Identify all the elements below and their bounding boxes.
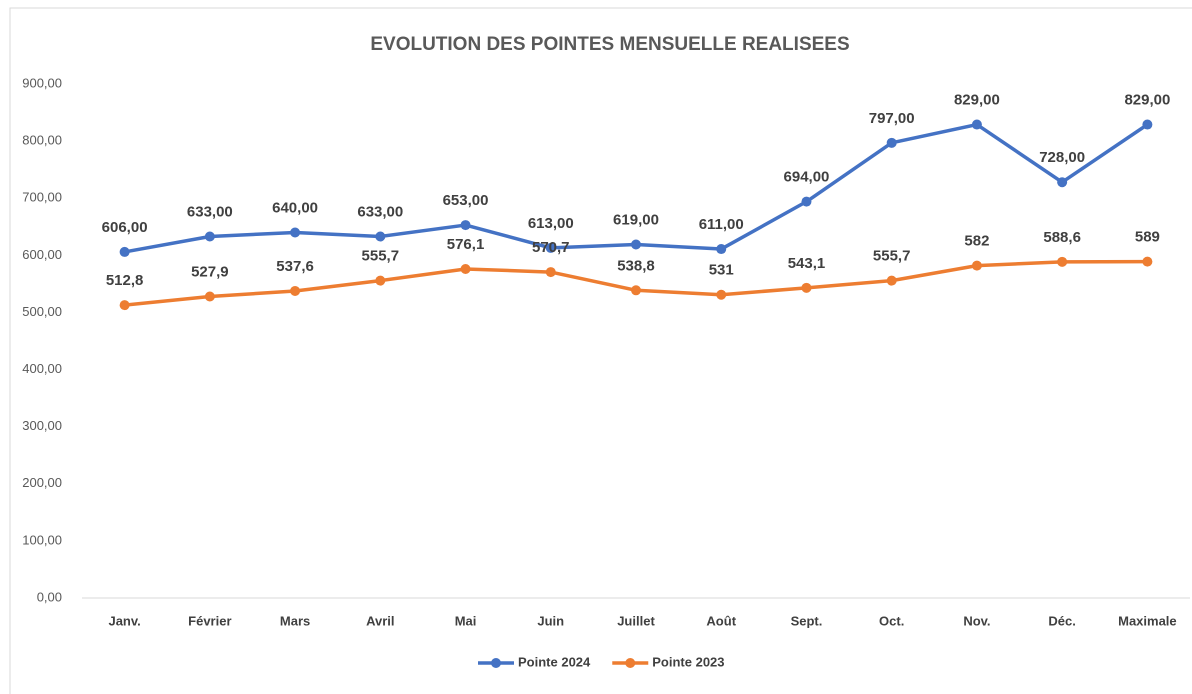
point [545,242,556,253]
data-label: 537,6 [276,258,314,275]
legend-label: Pointe 2023 [652,654,724,669]
y-tick-label: 400,00 [22,361,62,376]
data-label: 633,00 [357,203,403,220]
x-tick-label: Mai [455,613,477,628]
legend-marker [625,658,636,668]
data-label: 589 [1135,229,1160,246]
data-label: 653,00 [443,192,489,209]
data-label: 728,00 [1039,149,1085,166]
point [1057,177,1068,188]
data-label: 570,7 [532,239,570,256]
point [290,227,301,238]
data-label: 538,8 [617,257,655,274]
data-label: 543,1 [788,255,826,272]
y-tick-label: 800,00 [22,133,62,148]
data-label: 531 [709,262,734,279]
y-tick-label: 100,00 [22,532,62,547]
data-label: 829,00 [1124,92,1170,109]
y-tick-label: 600,00 [22,247,62,262]
x-tick-label: Nov. [963,613,990,628]
x-tick-label: Août [706,613,736,628]
point [375,275,386,286]
point [1142,256,1153,267]
y-tick-label: 0,00 [37,589,62,604]
data-label: 694,00 [784,169,830,186]
data-label: 619,00 [613,211,659,228]
x-tick-label: Juin [537,613,564,628]
point [1142,119,1153,130]
point [801,282,812,293]
point [204,291,215,302]
y-tick-label: 200,00 [22,475,62,490]
data-label: 611,00 [699,216,744,233]
point [375,231,386,242]
point [119,246,130,257]
legend-label: Pointe 2024 [518,654,591,669]
point [290,285,301,296]
x-tick-label: Janv. [108,613,140,628]
point [971,119,982,130]
point [460,263,471,274]
point [631,239,641,250]
x-tick-label: Maximale [1118,613,1177,628]
point [716,289,727,300]
data-label: 829,00 [954,92,1000,109]
data-label: 555,7 [362,248,400,265]
point [631,285,641,296]
data-label: 797,00 [869,110,915,127]
y-tick-label: 500,00 [22,304,62,319]
point [716,244,727,255]
point [886,137,897,148]
data-label: 633,00 [187,203,233,220]
x-tick-label: Déc. [1048,613,1075,628]
x-tick-label: Sept. [791,613,823,628]
point [801,196,812,207]
point [545,267,556,278]
data-label: 606,00 [102,219,148,236]
x-tick-label: Février [188,613,231,628]
point [204,231,215,242]
data-label: 613,00 [528,215,574,232]
data-label: 512,8 [106,272,144,289]
y-tick-label: 900,00 [22,75,62,90]
point [119,300,130,311]
data-label: 588,6 [1043,229,1081,246]
y-tick-label: 700,00 [22,190,62,205]
data-label: 576,1 [447,236,485,253]
data-label: 640,00 [272,199,318,216]
chart-frame [9,7,1192,694]
point [886,275,897,286]
point [460,220,471,231]
line [124,122,1149,254]
chart-title: EVOLUTION DES POINTES MENSUELLE REALISEE… [370,34,849,55]
y-tick-label: 300,00 [22,418,62,433]
point [1057,256,1068,267]
x-tick-label: Juillet [617,613,655,628]
point [971,260,982,271]
x-tick-label: Oct. [879,613,904,628]
x-tick-label: Avril [366,613,394,628]
data-label: 555,7 [873,248,911,265]
data-label: 582 [964,233,989,250]
legend-marker [491,658,501,668]
data-label: 527,9 [191,263,229,280]
x-tick-label: Mars [280,613,310,628]
